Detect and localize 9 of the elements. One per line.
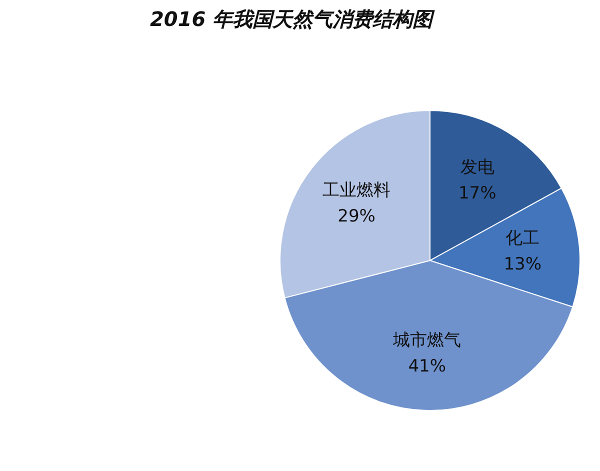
slice-label: 城市燃气 [392,330,462,350]
slice-label: 工业燃料 [322,180,391,200]
data-label: 17% [458,183,496,204]
data-label: 13% [504,254,542,275]
data-label: 41% [408,356,446,376]
chart-title: 2016 年我国天然气消费结构图 [150,7,436,31]
data-label: 29% [338,206,376,226]
slice-label: 发电 [460,157,494,178]
slice-label: 化工 [506,228,540,249]
